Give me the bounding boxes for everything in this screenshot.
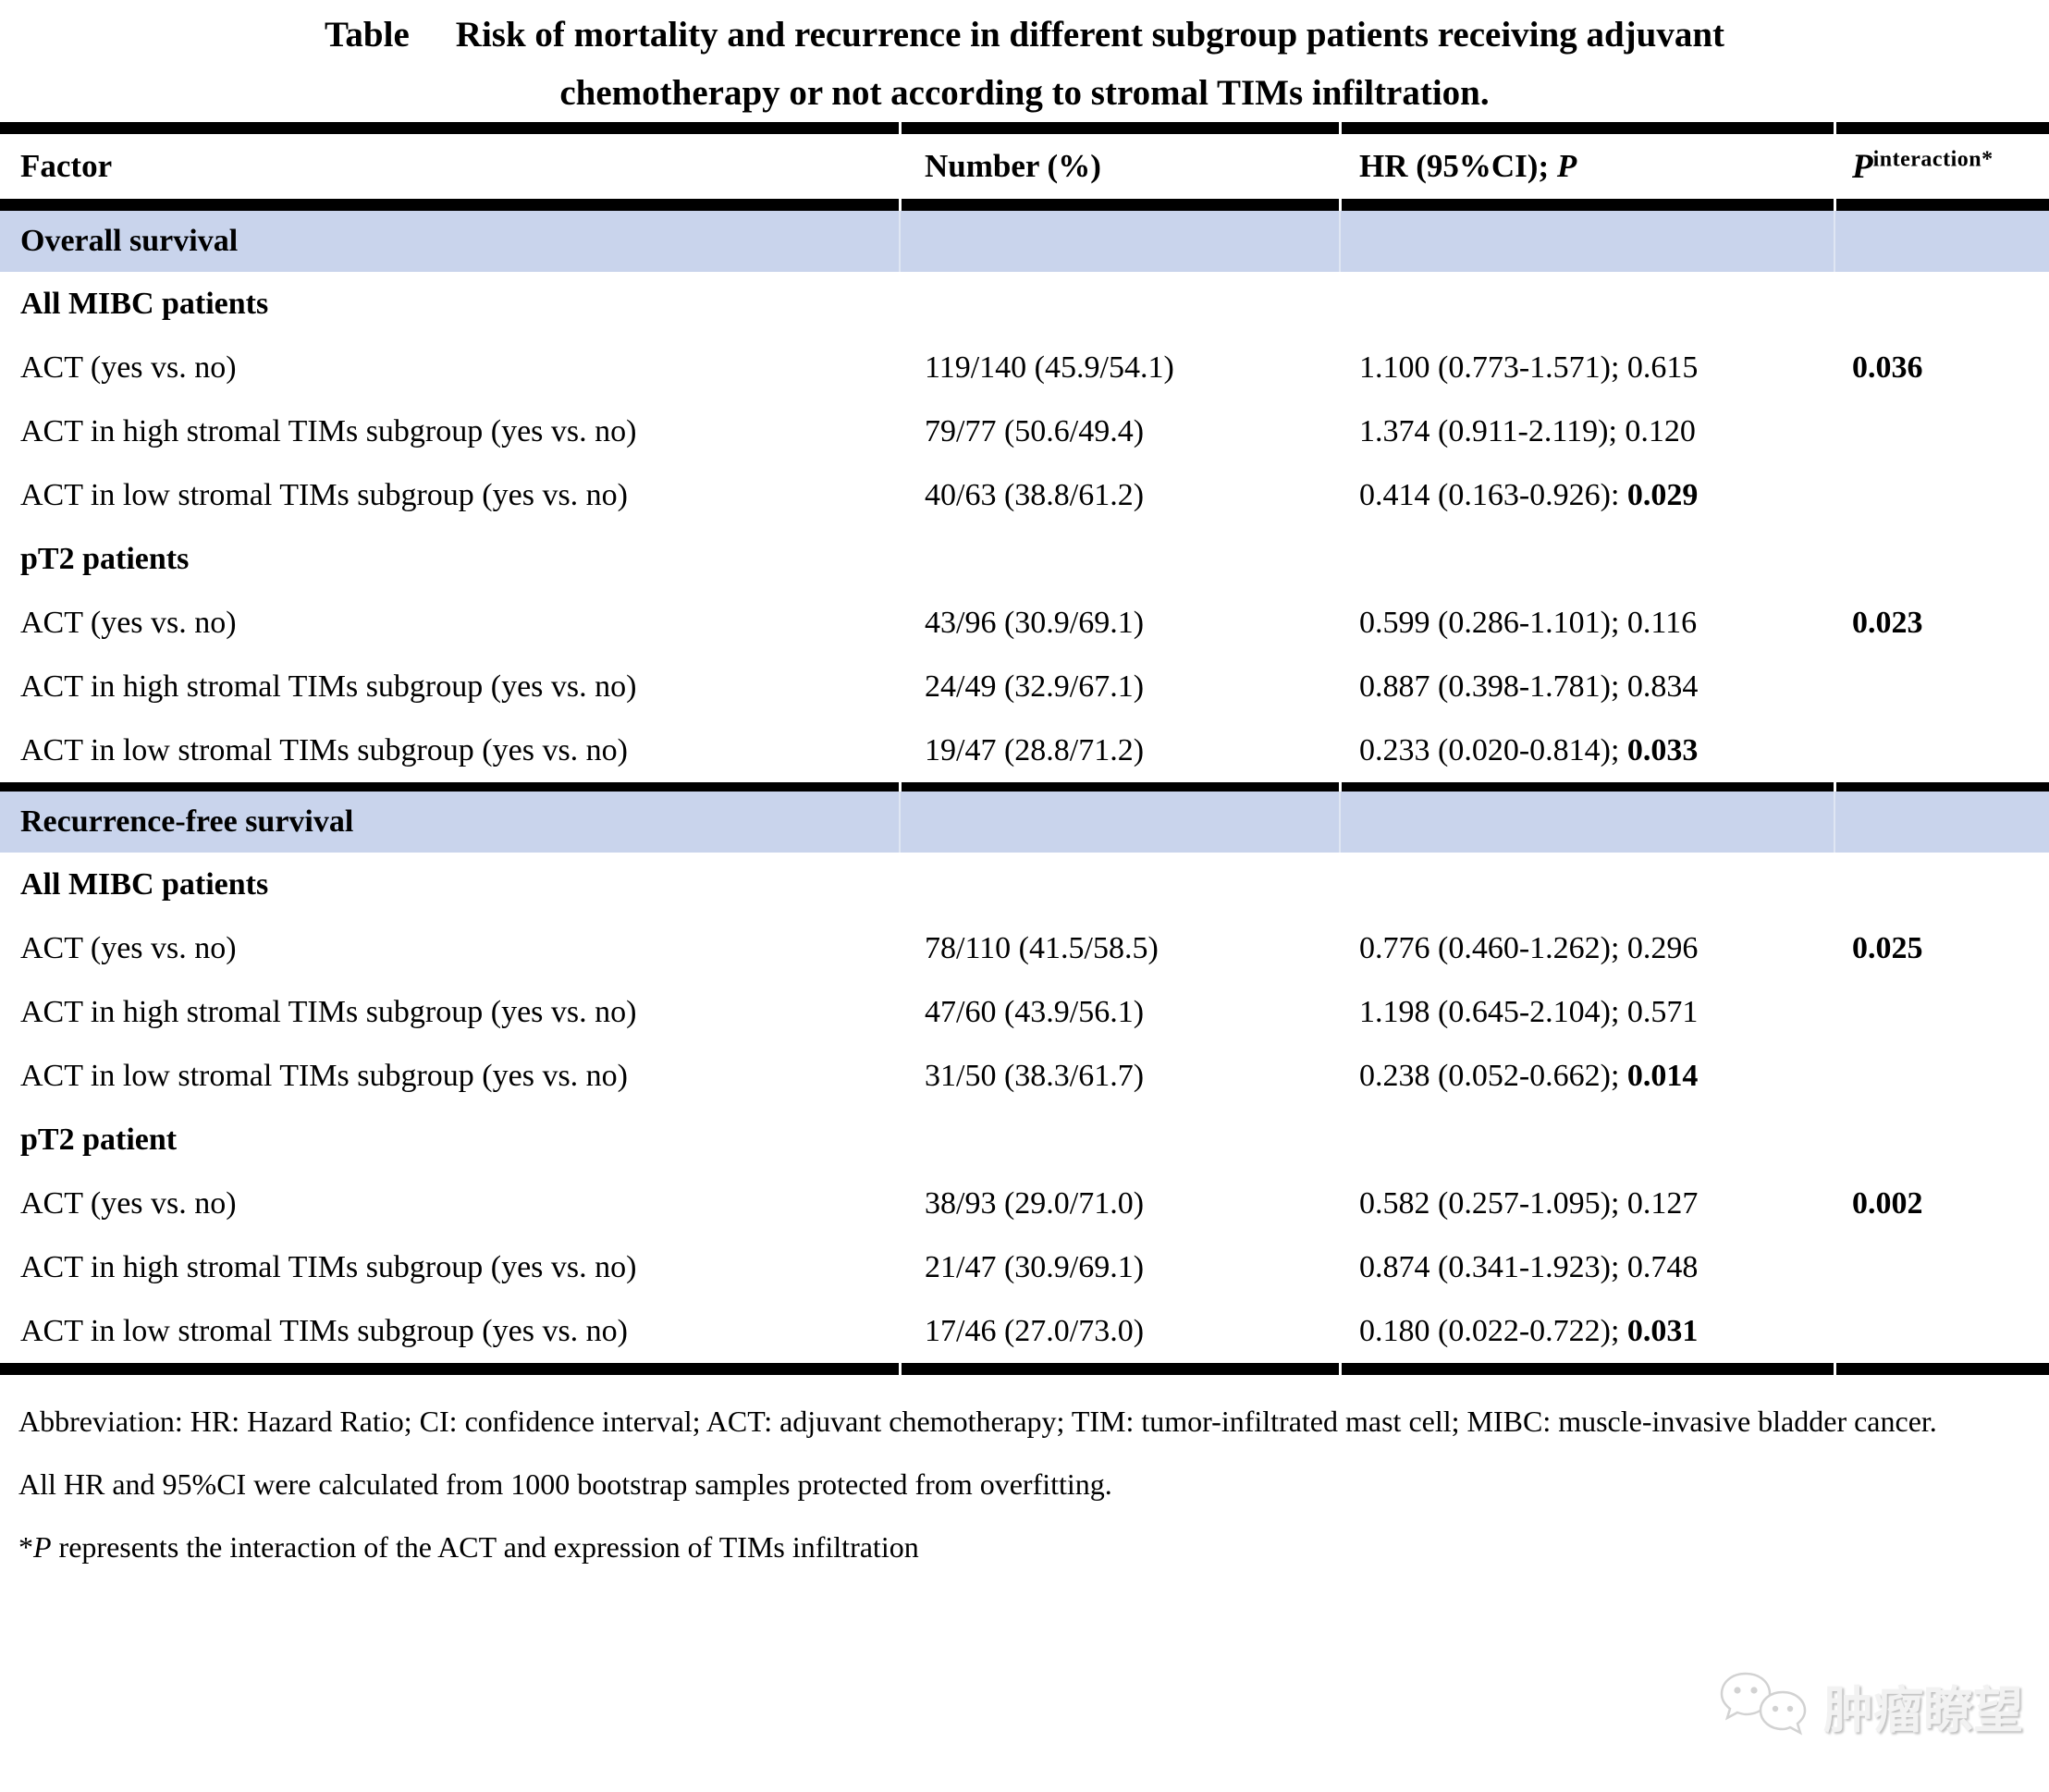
number-cell: 21/47 (30.9/69.1) [925, 1249, 1145, 1284]
section-row-recurrence-free-survival: Recurrence-free survival [0, 792, 2049, 853]
factor-cell: ACT (yes vs. no) [20, 1185, 237, 1221]
hr-cell: 1.100 (0.773-1.571); 0.615 [1359, 350, 1699, 385]
table-row: ACT in low stromal TIMs subgroup (yes vs… [0, 463, 2049, 527]
number-cell: 78/110 (41.5/58.5) [925, 930, 1159, 965]
footnote-abbreviations: Abbreviation: HR: Hazard Ratio; CI: conf… [18, 1405, 1937, 1438]
table-row: ACT in low stromal TIMs subgroup (yes vs… [0, 1299, 2049, 1363]
table-row: ACT in high stromal TIMs subgroup (yes v… [0, 399, 2049, 463]
table-row: ACT in low stromal TIMs subgroup (yes vs… [0, 1044, 2049, 1108]
table-title: Table Risk of mortality and recurrence in… [0, 0, 2049, 122]
table-header-row: Factor Number (%) HR (95%CI); P Pinterac… [0, 134, 2049, 199]
factor-cell: ACT in low stromal TIMs subgroup (yes vs… [20, 732, 629, 767]
table-row: ACT (yes vs. no) 38/93 (29.0/71.0) 0.582… [0, 1172, 2049, 1235]
empty-cell [899, 792, 1339, 853]
hr-cell: 0.599 (0.286-1.101); 0.116 [1359, 605, 1698, 640]
factor-cell: ACT (yes vs. no) [20, 605, 237, 640]
footnote-bootstrap: All HR and 95%CI were calculated from 10… [18, 1467, 1112, 1501]
p-interaction-cell: 0.025 [1852, 930, 1923, 965]
section-label: Recurrence-free survival [20, 804, 354, 839]
number-cell: 43/96 (30.9/69.1) [925, 605, 1145, 640]
factor-cell: ACT in low stromal TIMs subgroup (yes vs… [20, 477, 629, 512]
footnote-p-interaction: *P represents the interaction of the ACT… [18, 1530, 919, 1564]
table-row: ACT (yes vs. no) 78/110 (41.5/58.5) 0.77… [0, 916, 2049, 980]
section-row-overall-survival: Overall survival [0, 211, 2049, 272]
empty-cell [1834, 792, 2049, 853]
group-row: All MIBC patients [0, 272, 2049, 336]
empty-cell [1834, 211, 2049, 272]
factor-cell: ACT in high stromal TIMs subgroup (yes v… [20, 994, 637, 1029]
number-cell: 79/77 (50.6/49.4) [925, 413, 1145, 448]
table-caption-line1: Risk of mortality and recurrence in diff… [455, 15, 1724, 55]
bottom-rule [0, 1363, 2049, 1375]
title-line-1: Table Risk of mortality and recurrence in… [0, 6, 2049, 64]
table-row: ACT in low stromal TIMs subgroup (yes vs… [0, 718, 2049, 782]
group-row: pT2 patients [0, 527, 2049, 591]
col-header-p-interaction: Pinteraction* [1852, 146, 1994, 186]
hr-cell: 0.238 (0.052-0.662); 0.014 [1359, 1058, 1699, 1093]
mid-rule [0, 782, 2049, 792]
factor-cell: ACT in high stromal TIMs subgroup (yes v… [20, 1249, 637, 1284]
factor-cell: ACT in low stromal TIMs subgroup (yes vs… [20, 1058, 629, 1093]
table-row: ACT (yes vs. no) 119/140 (45.9/54.1) 1.1… [0, 336, 2049, 399]
p-interaction-cell: 0.023 [1852, 605, 1923, 640]
table-row: ACT in high stromal TIMs subgroup (yes v… [0, 655, 2049, 718]
empty-cell [1339, 792, 1834, 853]
table-row: ACT (yes vs. no) 43/96 (30.9/69.1) 0.599… [0, 591, 2049, 655]
col-header-number: Number (%) [925, 148, 1101, 184]
number-cell: 38/93 (29.0/71.0) [925, 1185, 1145, 1221]
hr-cell: 1.198 (0.645-2.104); 0.571 [1359, 994, 1699, 1029]
number-cell: 24/49 (32.9/67.1) [925, 669, 1145, 704]
section-label: Overall survival [20, 224, 239, 258]
group-row: All MIBC patients [0, 853, 2049, 916]
header-rule [0, 199, 2049, 211]
p-interaction-cell: 0.002 [1852, 1185, 1923, 1221]
watermark-text: 肿瘤瞭望 [1823, 1680, 2023, 1739]
hr-cell: 0.776 (0.460-1.262); 0.296 [1359, 930, 1699, 965]
number-cell: 119/140 (45.9/54.1) [925, 350, 1174, 385]
hr-cell: 0.180 (0.022-0.722); 0.031 [1359, 1313, 1699, 1348]
table-caption-line2: chemotherapy or not according to stromal… [559, 73, 1490, 113]
empty-cell [1339, 211, 1834, 272]
hr-cell: 1.374 (0.911-2.119); 0.120 [1359, 413, 1696, 448]
watermark: 肿瘤瞭望 [1718, 1666, 2023, 1744]
table-row: ACT in high stromal TIMs subgroup (yes v… [0, 1235, 2049, 1299]
factor-cell: ACT in high stromal TIMs subgroup (yes v… [20, 669, 637, 704]
top-rule [0, 122, 2049, 134]
hr-cell: 0.414 (0.163-0.926): 0.029 [1359, 477, 1699, 512]
group-row: pT2 patient [0, 1108, 2049, 1172]
hr-cell: 0.874 (0.341-1.923); 0.748 [1359, 1249, 1699, 1284]
group-label: pT2 patients [20, 541, 190, 576]
number-cell: 31/50 (38.3/61.7) [925, 1058, 1145, 1093]
group-label: pT2 patient [20, 1122, 178, 1157]
group-label: All MIBC patients [20, 866, 269, 902]
table-row: ACT in high stromal TIMs subgroup (yes v… [0, 980, 2049, 1044]
col-header-factor: Factor [20, 148, 113, 184]
factor-cell: ACT in low stromal TIMs subgroup (yes vs… [20, 1313, 629, 1348]
hr-cell: 0.582 (0.257-1.095); 0.127 [1359, 1185, 1699, 1221]
p-interaction-cell: 0.036 [1852, 350, 1923, 385]
col-header-hr: HR (95%CI); P [1359, 148, 1577, 184]
hr-cell: 0.887 (0.398-1.781); 0.834 [1359, 669, 1699, 704]
factor-cell: ACT in high stromal TIMs subgroup (yes v… [20, 413, 637, 448]
group-label: All MIBC patients [20, 286, 269, 321]
number-cell: 19/47 (28.8/71.2) [925, 732, 1145, 767]
wechat-bubbles-icon [1720, 1672, 1807, 1736]
number-cell: 17/46 (27.0/73.0) [925, 1313, 1145, 1348]
number-cell: 47/60 (43.9/56.1) [925, 994, 1145, 1029]
hr-cell: 0.233 (0.020-0.814); 0.033 [1359, 732, 1699, 767]
footnotes: Abbreviation: HR: Hazard Ratio; CI: conf… [0, 1375, 2049, 1578]
factor-cell: ACT (yes vs. no) [20, 350, 237, 385]
table-label: Table [325, 15, 410, 55]
empty-cell [899, 211, 1339, 272]
factor-cell: ACT (yes vs. no) [20, 930, 237, 965]
number-cell: 40/63 (38.8/61.2) [925, 477, 1145, 512]
